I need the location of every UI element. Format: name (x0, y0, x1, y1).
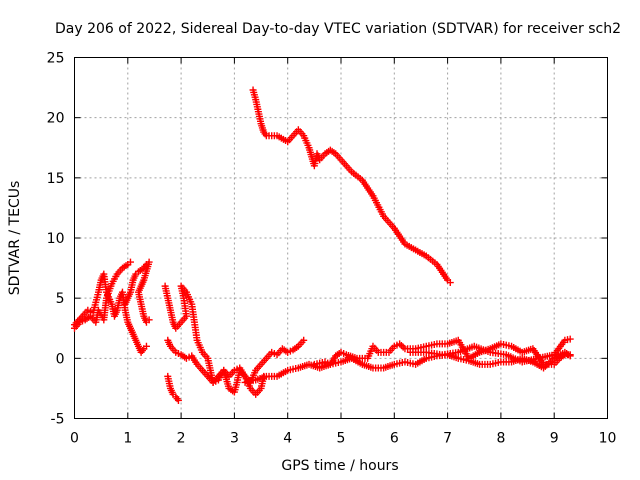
data-point (142, 342, 150, 350)
data-point (174, 396, 182, 404)
data-point (566, 335, 574, 343)
y-tick-label: 15 (47, 171, 65, 187)
series-track-c (121, 258, 153, 326)
y-tick-label: -5 (51, 412, 65, 428)
x-axis-label: GPS time / hours (281, 458, 398, 474)
x-tick-label: 10 (599, 431, 617, 447)
plot-frame (74, 57, 608, 419)
x-tick-label: 5 (337, 431, 346, 447)
y-tick-label: 0 (56, 351, 65, 367)
series-track-a (71, 258, 134, 332)
series-track-h (310, 336, 574, 368)
x-tick-label: 4 (283, 431, 292, 447)
x-tick-label: 3 (230, 431, 239, 447)
chart-title: Day 206 of 2022, Sidereal Day-to-day VTE… (55, 21, 621, 37)
data-point (300, 336, 308, 344)
y-tick-label: 5 (56, 291, 65, 307)
x-tick-label: 9 (550, 431, 559, 447)
data-points (71, 86, 574, 404)
data-point (126, 258, 134, 266)
series-track-e (164, 372, 182, 404)
series-track-j (249, 86, 454, 287)
data-point (566, 351, 574, 359)
x-tick-label: 1 (123, 431, 132, 447)
axis-ticks: 0 1 2 3 4 5 6 7 8 9 10 -5 0 5 10 15 20 25 (47, 51, 617, 447)
series-track-i (406, 335, 574, 366)
series-track-f (164, 336, 308, 386)
y-tick-label: 10 (47, 231, 65, 247)
y-tick-label: 25 (47, 51, 65, 67)
y-axis-label: SDTVAR / TECUs (7, 181, 23, 296)
grid-layer (74, 57, 608, 419)
x-tick-label: 7 (443, 431, 452, 447)
data-point (145, 316, 153, 324)
x-tick-label: 0 (70, 431, 79, 447)
series-track-b (71, 270, 150, 356)
x-tick-label: 6 (390, 431, 399, 447)
x-tick-label: 2 (177, 431, 186, 447)
data-point (446, 279, 454, 287)
x-tick-label: 8 (496, 431, 505, 447)
y-tick-label: 20 (47, 111, 65, 127)
